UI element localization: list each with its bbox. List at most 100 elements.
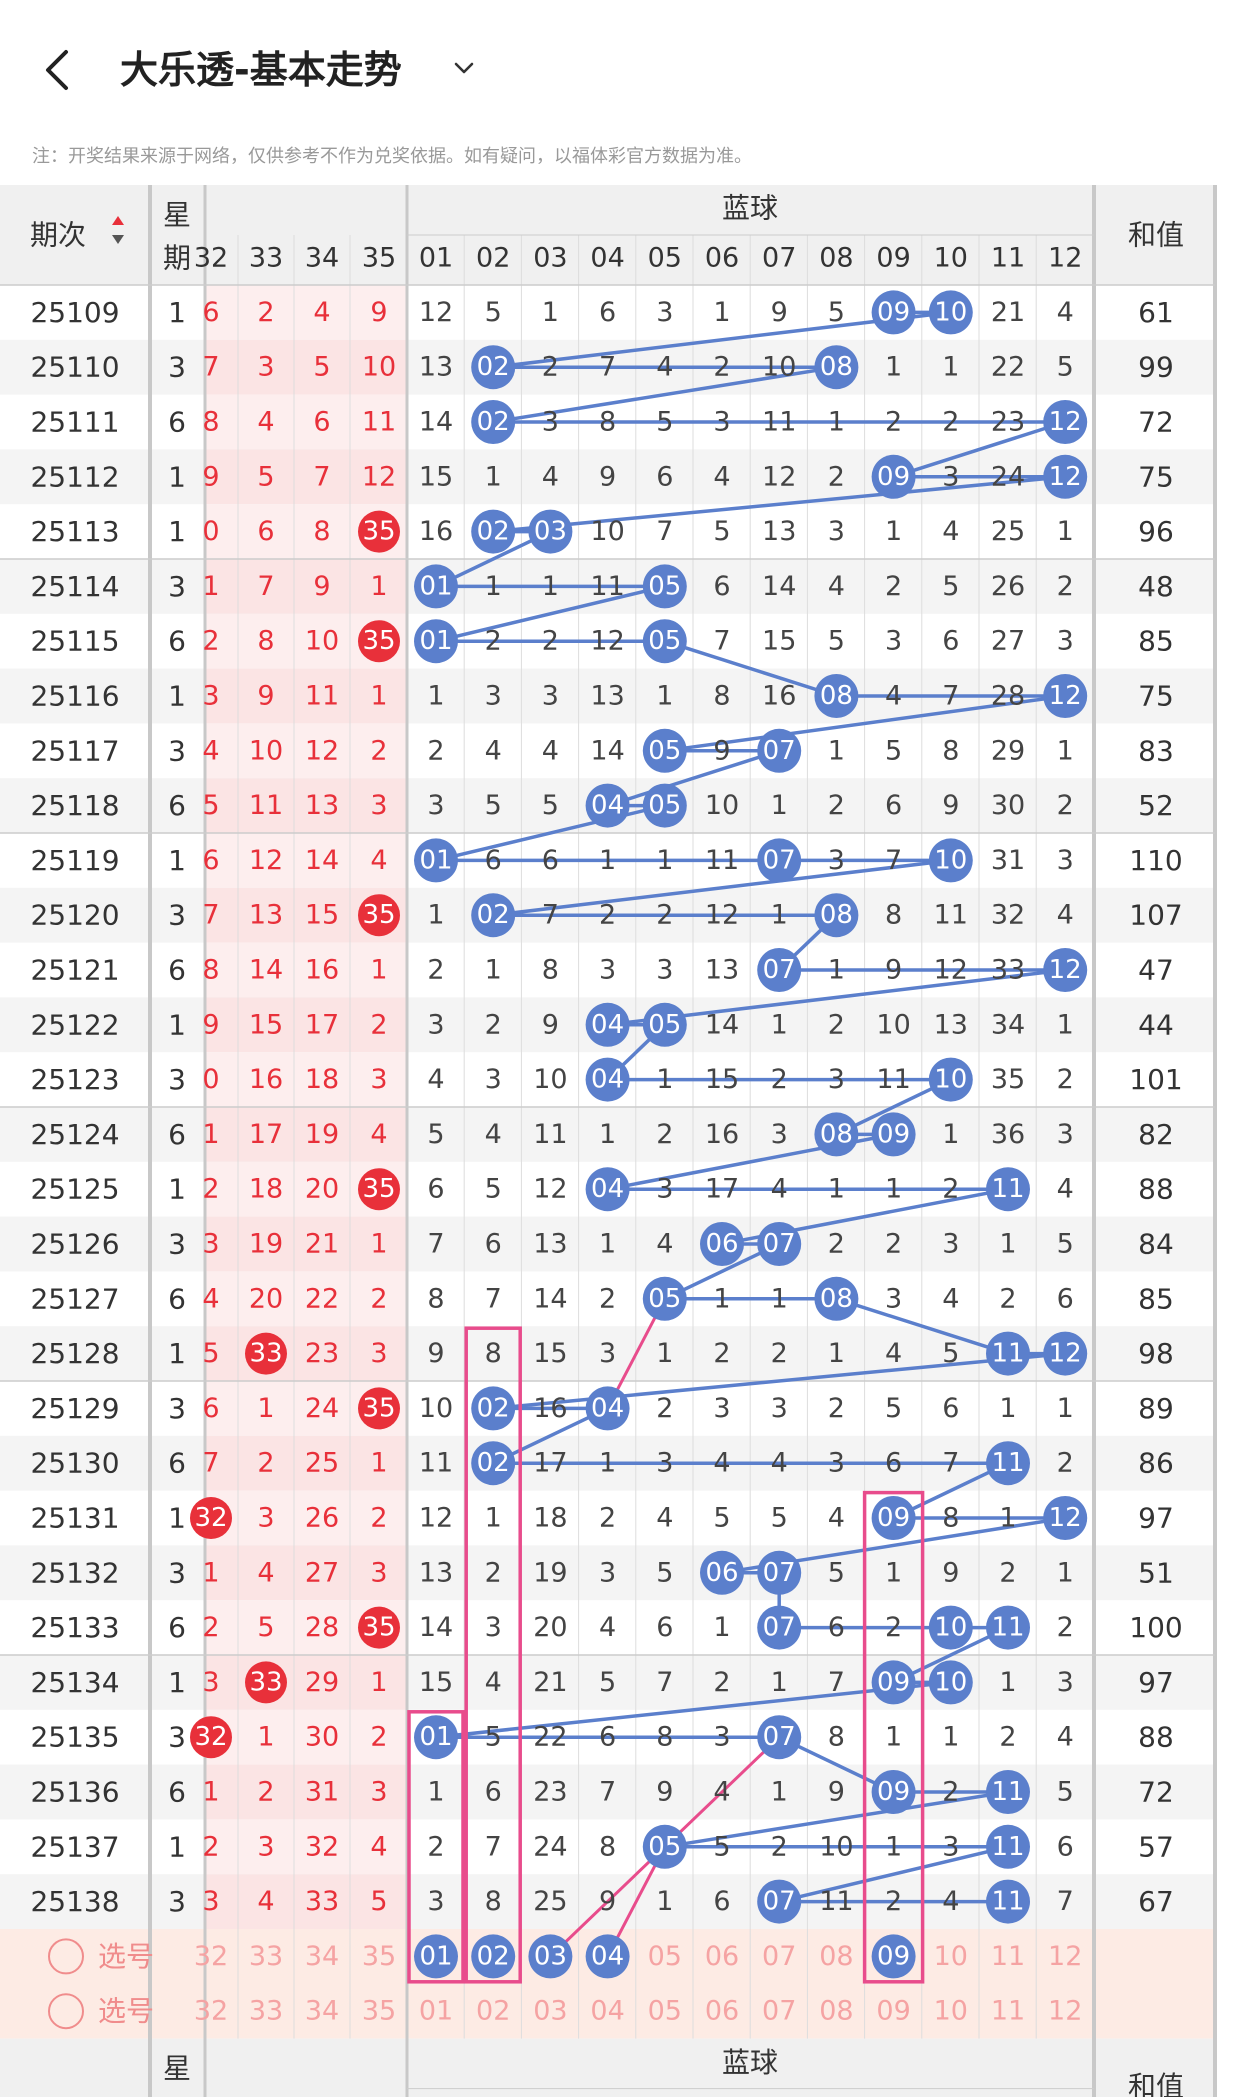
blue-miss-cell: 1 bbox=[999, 1503, 1016, 1534]
blue-miss-cell: 7 bbox=[942, 1448, 959, 1479]
trend-line bbox=[835, 1297, 1009, 1356]
blue-miss-cell: 32 bbox=[991, 900, 1025, 931]
blue-miss-cell: 5 bbox=[828, 1557, 845, 1588]
blue-miss-cell: 1 bbox=[599, 1448, 616, 1479]
blue-ball-number: 07 bbox=[763, 955, 796, 985]
blue-ball-number: 12 bbox=[1049, 407, 1082, 437]
red-miss-cell: 6 bbox=[313, 407, 330, 438]
blue-miss-cell: 1 bbox=[713, 1283, 730, 1314]
blue-miss-cell: 7 bbox=[713, 626, 730, 657]
blue-miss-cell: 4 bbox=[485, 1667, 502, 1698]
sum-cell: 110 bbox=[1129, 844, 1182, 877]
blue-ball bbox=[642, 783, 687, 828]
blue-ball bbox=[757, 948, 802, 992]
blue-ball bbox=[585, 1002, 630, 1047]
red-miss-cell: 3 bbox=[257, 1831, 274, 1862]
red-miss-cell: 3 bbox=[202, 1229, 219, 1260]
blue-miss-cell: 17 bbox=[705, 1174, 739, 1205]
sort-up-icon[interactable] bbox=[112, 216, 124, 225]
weekday-cell: 6 bbox=[168, 1282, 186, 1315]
red-miss-cell: 11 bbox=[305, 681, 339, 712]
sort-down-icon[interactable] bbox=[112, 235, 124, 244]
blue-miss-cell: 4 bbox=[771, 1448, 788, 1479]
header-blue-03: 03 bbox=[533, 243, 567, 274]
blue-ball-number: 05 bbox=[648, 736, 681, 766]
blue-ball-number: 01 bbox=[419, 845, 452, 875]
blue-miss-cell: 6 bbox=[885, 790, 902, 821]
blue-miss-cell: 2 bbox=[885, 1229, 902, 1260]
red-miss-cell: 7 bbox=[313, 461, 330, 492]
blue-miss-cell: 5 bbox=[485, 297, 502, 328]
blue-ball-number: 05 bbox=[648, 626, 681, 656]
chevron-down-icon[interactable] bbox=[452, 56, 476, 80]
blue-ball-number: 06 bbox=[705, 1558, 738, 1588]
blue-miss-cell: 3 bbox=[485, 1064, 502, 1095]
blue-miss-cell: 1 bbox=[542, 571, 559, 602]
weekday-cell: 3 bbox=[168, 570, 186, 603]
blue-miss-cell: 5 bbox=[485, 790, 502, 821]
selected-blue-number: 09 bbox=[877, 1941, 910, 1971]
period-cell: 25118 bbox=[30, 789, 119, 822]
blue-miss-cell: 10 bbox=[590, 516, 624, 547]
weekday-cell: 3 bbox=[168, 1556, 186, 1589]
blue-miss-cell: 2 bbox=[656, 900, 673, 931]
blue-miss-cell: 14 bbox=[590, 735, 624, 766]
selected-blue-ball[interactable] bbox=[871, 1934, 916, 1979]
blue-miss-cell: 6 bbox=[713, 571, 730, 602]
red-miss-cell: 2 bbox=[257, 297, 274, 328]
selected-blue-ball[interactable] bbox=[471, 1934, 516, 1979]
red-miss-cell: 15 bbox=[249, 1009, 283, 1040]
red-miss-cell: 27 bbox=[305, 1557, 339, 1588]
blue-miss-cell: 4 bbox=[656, 352, 673, 383]
blue-miss-cell: 26 bbox=[991, 571, 1025, 602]
period-cell: 25110 bbox=[30, 351, 119, 384]
red-miss-cell: 3 bbox=[370, 790, 387, 821]
blue-miss-cell: 7 bbox=[485, 1831, 502, 1862]
blue-ball-number: 10 bbox=[934, 1065, 967, 1095]
selected-blue-ball[interactable] bbox=[528, 1934, 573, 1979]
select-radio-icon[interactable] bbox=[48, 1993, 84, 2030]
red-ball-number: 32 bbox=[194, 1503, 227, 1533]
page-title[interactable]: 大乐透-基本走势 bbox=[120, 48, 402, 92]
blue-miss-cell: 3 bbox=[1057, 845, 1074, 876]
blue-miss-cell: 36 bbox=[991, 1119, 1025, 1150]
blue-miss-cell: 4 bbox=[942, 516, 959, 547]
select-radio-icon[interactable] bbox=[48, 1938, 84, 1975]
red-ball bbox=[245, 1332, 287, 1375]
red-miss-cell: 32 bbox=[305, 1831, 339, 1862]
blue-miss-cell: 4 bbox=[942, 1283, 959, 1314]
blue-ball bbox=[471, 345, 516, 390]
red-miss-cell: 1 bbox=[370, 955, 387, 986]
red-ball-number: 32 bbox=[194, 1722, 227, 1752]
sum-cell: 51 bbox=[1138, 1556, 1174, 1589]
blue-miss-cell: 2 bbox=[485, 1009, 502, 1040]
blue-ball-number: 05 bbox=[648, 571, 681, 601]
red-ball bbox=[358, 620, 400, 663]
red-miss-cell: 5 bbox=[257, 1612, 274, 1643]
blue-ball bbox=[757, 1715, 802, 1760]
blue-miss-cell: 16 bbox=[705, 1119, 739, 1150]
blue-miss-cell: 12 bbox=[533, 1174, 567, 1205]
blue-ball bbox=[1043, 454, 1088, 499]
blue-miss-cell: 1 bbox=[1057, 1393, 1074, 1424]
red-miss-cell: 2 bbox=[370, 1503, 387, 1534]
blue-ball bbox=[871, 1496, 916, 1540]
selected-blue-ball[interactable] bbox=[585, 1934, 630, 1979]
back-arrow-icon[interactable] bbox=[40, 48, 80, 92]
header-red-34: 34 bbox=[305, 243, 339, 274]
selection-highlight-box bbox=[862, 1490, 925, 1984]
red-miss-cell: 13 bbox=[249, 900, 283, 931]
sum-cell: 61 bbox=[1138, 296, 1174, 329]
blue-miss-cell: 13 bbox=[419, 352, 453, 383]
select-blue-number: 02 bbox=[476, 1996, 510, 2027]
blue-ball-number: 02 bbox=[477, 900, 510, 930]
blue-ball-number: 08 bbox=[820, 352, 853, 382]
blue-miss-cell: 1 bbox=[828, 955, 845, 986]
red-miss-cell: 31 bbox=[305, 1777, 339, 1808]
red-ball bbox=[245, 1661, 287, 1704]
blue-miss-cell: 14 bbox=[419, 407, 453, 438]
selected-blue-ball[interactable] bbox=[414, 1934, 458, 1979]
blue-miss-cell: 28 bbox=[991, 681, 1025, 712]
blue-miss-cell: 4 bbox=[713, 1448, 730, 1479]
